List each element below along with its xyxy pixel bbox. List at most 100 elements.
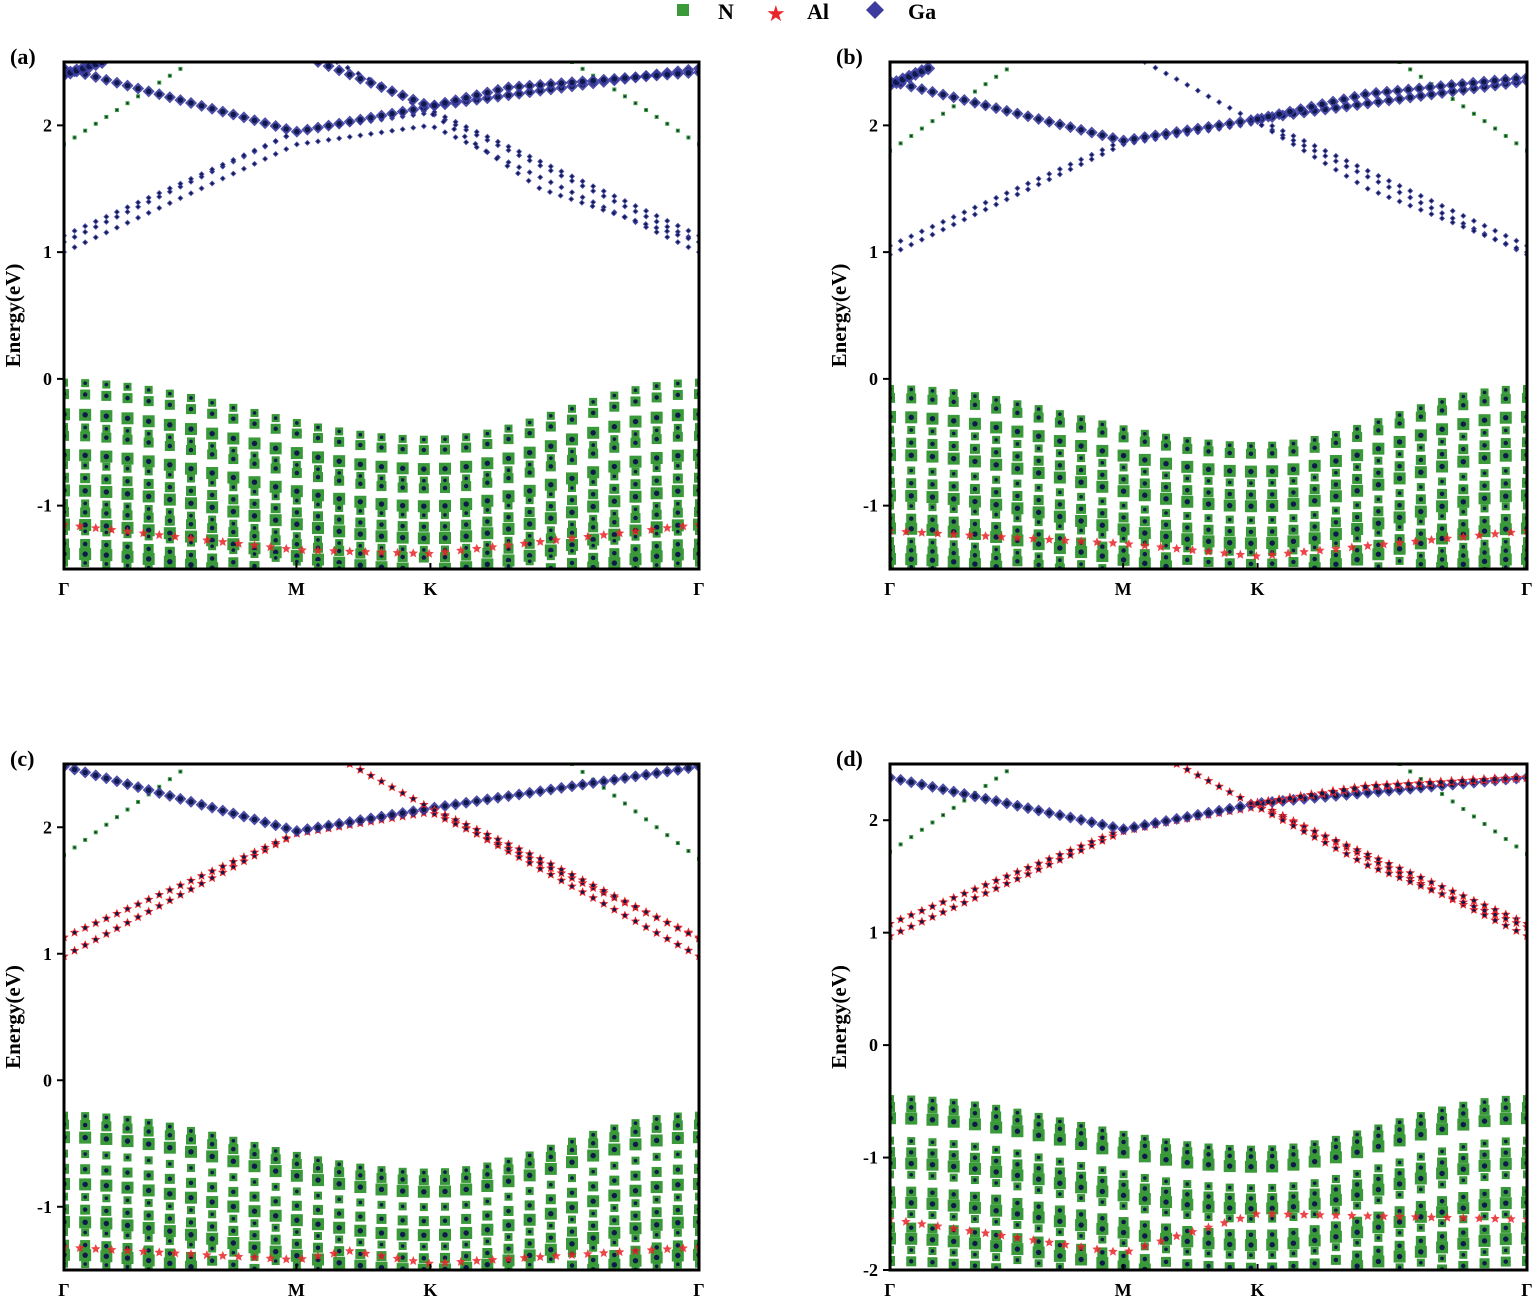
valence-point-core xyxy=(1248,468,1254,475)
valence-point-core xyxy=(1120,1229,1127,1236)
conduction-point-core xyxy=(294,828,300,834)
valence-point xyxy=(695,558,699,567)
valence-point xyxy=(64,1131,70,1144)
valence-point-core xyxy=(1205,538,1212,545)
valence-point-core xyxy=(506,515,511,520)
conduction-point-core xyxy=(147,211,151,215)
valence-point-core xyxy=(252,533,257,539)
valence-point-core xyxy=(1354,1149,1360,1155)
valence-point-core xyxy=(1206,527,1211,532)
valence-point-core xyxy=(909,468,914,473)
conduction-point-core xyxy=(84,129,87,132)
valence-point-core xyxy=(569,542,575,548)
y-tick-label: 2 xyxy=(869,115,878,135)
valence-point-core xyxy=(1248,540,1254,547)
al-valence-point xyxy=(1394,538,1405,547)
valence-point-core xyxy=(421,1178,427,1183)
al-valence-point xyxy=(583,1249,593,1259)
al-valence-point xyxy=(1156,542,1166,552)
valence-point-core xyxy=(1397,452,1402,456)
valence-point-core xyxy=(1376,497,1381,502)
y-tick-label: 2 xyxy=(43,115,52,135)
valence-point-core xyxy=(549,528,553,533)
conduction-point-core xyxy=(1513,75,1519,82)
valence-point-core xyxy=(526,1172,533,1179)
valence-point-core xyxy=(505,493,512,499)
conduction-point-core xyxy=(325,63,332,69)
valence-point-core xyxy=(1036,407,1041,411)
valence-point-core xyxy=(1333,1154,1339,1161)
valence-point-core xyxy=(484,1227,491,1233)
valence-point-core xyxy=(1503,1098,1508,1102)
conduction-point-core xyxy=(115,911,119,916)
conduction-point-core xyxy=(378,813,385,820)
valence-point-core xyxy=(104,477,109,482)
conduction-point-core xyxy=(189,878,193,883)
conduction-point-core xyxy=(263,157,267,161)
valence-point-core xyxy=(632,418,639,425)
valence-point-core xyxy=(82,1242,88,1248)
valence-point-core xyxy=(1163,1259,1169,1265)
conduction-point-core xyxy=(1313,155,1317,159)
valence-point-core xyxy=(973,1217,977,1221)
valence-point-core xyxy=(1249,1253,1253,1258)
valence-point-core xyxy=(145,418,152,424)
valence-point-core xyxy=(1312,1261,1317,1266)
valence-point-core xyxy=(654,531,659,536)
valence-point-core xyxy=(146,469,151,474)
conduction-point-core xyxy=(1281,136,1285,140)
valence-point xyxy=(1522,544,1527,555)
valence-point-core xyxy=(590,1235,596,1241)
valence-point-core xyxy=(146,481,151,487)
valence-point-core xyxy=(527,509,532,515)
valence-point-core xyxy=(1355,1172,1359,1176)
valence-point-core xyxy=(1120,1192,1127,1199)
conduction-point-core xyxy=(517,150,521,153)
conduction-point-core xyxy=(168,898,172,903)
conduction-point-core xyxy=(1375,99,1382,105)
conduction-point-core xyxy=(284,134,288,138)
conduction-point-core xyxy=(634,204,637,208)
valence-point-core xyxy=(1440,400,1444,404)
valence-point-core xyxy=(1291,1215,1296,1219)
valence-point-core xyxy=(103,1182,110,1189)
y-tick-label: 2 xyxy=(43,817,52,837)
valence-point-core xyxy=(1164,543,1168,548)
conduction-point-core xyxy=(569,197,573,201)
al-valence-point xyxy=(1267,549,1277,559)
valence-point-core xyxy=(590,451,596,456)
valence-point-core xyxy=(527,533,532,538)
conduction-point-core xyxy=(336,120,342,127)
valence-point-core xyxy=(464,1242,468,1247)
valence-point-core xyxy=(570,449,574,454)
conduction-point-core xyxy=(83,230,87,234)
conduction-point-core xyxy=(602,786,605,789)
conduction-point-core xyxy=(591,200,595,204)
al-valence-point xyxy=(933,528,943,538)
conduction-point-core xyxy=(464,125,468,129)
conduction-point-core xyxy=(178,883,183,888)
valence-point-core xyxy=(1227,1216,1232,1221)
conduction-point-core xyxy=(579,781,586,788)
valence-point-core xyxy=(569,560,575,566)
conduction-point-core xyxy=(548,190,552,194)
conduction-point-core xyxy=(1046,119,1052,125)
valence-point-core xyxy=(1481,528,1488,534)
valence-point-core xyxy=(591,1211,595,1216)
valence-point-core xyxy=(1461,402,1466,408)
conduction-point-core xyxy=(1365,100,1371,107)
valence-point-core xyxy=(505,1222,512,1228)
valence-point xyxy=(694,389,699,400)
valence-point-core xyxy=(1291,1194,1296,1199)
valence-point-core xyxy=(1036,1204,1041,1209)
valence-point-core xyxy=(675,476,681,481)
conduction-point-core xyxy=(179,196,182,200)
al-valence-point xyxy=(614,528,625,538)
valence-point-core xyxy=(357,1262,364,1269)
valence-point-core xyxy=(1014,465,1021,472)
conduction-point-core xyxy=(82,769,88,776)
conduction-point-core xyxy=(909,234,913,238)
al-valence-point xyxy=(1490,529,1500,538)
valence-point-core xyxy=(1418,457,1424,463)
